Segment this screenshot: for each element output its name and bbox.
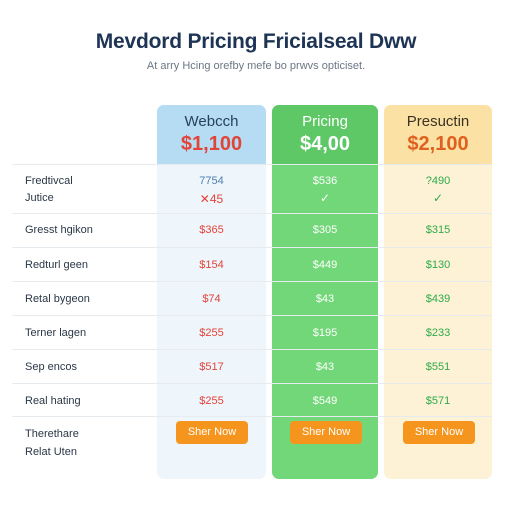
row-label: Terner lagen xyxy=(25,327,87,339)
table-cell: $549 xyxy=(312,395,338,407)
plan-name: Webcch xyxy=(184,113,239,130)
table-cell: $449 xyxy=(312,259,338,271)
table-cell: $365 xyxy=(199,224,224,236)
plan-price: $2,100 xyxy=(407,133,469,155)
row-divider xyxy=(12,416,492,417)
table-cell: $255 xyxy=(199,327,224,339)
row-label: Fredtivcal xyxy=(25,175,73,187)
row-divider xyxy=(12,349,492,350)
row-label: Real hating xyxy=(25,395,81,407)
table-cell: $255 xyxy=(199,395,224,407)
plan-header: Presuctin $2,100 xyxy=(384,105,492,164)
page-subtitle: At arry Hcing orefby mefe bo prwvs optic… xyxy=(146,60,366,72)
check-icon: ✓ xyxy=(432,191,444,205)
table-cell: $315 xyxy=(425,224,451,236)
table-cell: 7754 xyxy=(199,175,224,187)
table-cell: ✓ xyxy=(272,191,378,205)
table-cell: ?490 xyxy=(425,175,451,187)
table-cell: $43 xyxy=(315,293,335,305)
row-label: Therethare xyxy=(25,428,79,440)
row-label: Redturl geen xyxy=(25,259,88,271)
table-cell: $233 xyxy=(425,327,451,339)
plan-header: Pricing $4,00 xyxy=(272,105,378,164)
shop-now-button[interactable]: Sher Now xyxy=(290,421,362,444)
row-label: Jutice xyxy=(25,192,54,204)
table-cell: $195 xyxy=(312,327,338,339)
row-label: Retal bygeon xyxy=(25,293,90,305)
table-cell: $43 xyxy=(315,361,335,373)
row-label: Gresst hgikon xyxy=(25,224,93,236)
row-divider xyxy=(12,315,492,316)
row-divider xyxy=(12,164,492,165)
table-cell: $571 xyxy=(425,395,451,407)
table-cell: $551 xyxy=(425,361,451,373)
plan-name: Presuctin xyxy=(406,113,470,130)
shop-now-button[interactable]: Sher Now xyxy=(176,421,248,444)
table-cell: $305 xyxy=(312,224,338,236)
table-cell: $74 xyxy=(202,293,221,305)
row-divider xyxy=(12,281,492,282)
table-cell: $439 xyxy=(425,293,451,305)
row-divider xyxy=(12,383,492,384)
plan-price: $1,100 xyxy=(180,133,243,155)
table-cell: $130 xyxy=(425,259,451,271)
row-label: Sep encos xyxy=(25,361,77,373)
check-icon: ✓ xyxy=(319,191,331,205)
plan-price: $4,00 xyxy=(299,133,351,155)
shop-now-button[interactable]: Sher Now xyxy=(403,421,475,444)
plan-header: Webcch $1,100 xyxy=(157,105,266,164)
table-cell: ✕45 xyxy=(157,192,266,206)
table-cell: $517 xyxy=(199,361,224,373)
page-title: Mevdord Pricing Fricialseal Dww xyxy=(95,30,417,53)
plan-name: Pricing xyxy=(302,113,348,130)
row-label: Relat Uten xyxy=(25,446,77,458)
table-cell: $154 xyxy=(199,259,224,271)
table-cell: $536 xyxy=(312,175,338,187)
cross-icon: ✕45 xyxy=(199,192,224,206)
table-cell: ✓ xyxy=(384,191,492,205)
row-divider xyxy=(12,247,492,248)
row-divider xyxy=(12,213,492,214)
